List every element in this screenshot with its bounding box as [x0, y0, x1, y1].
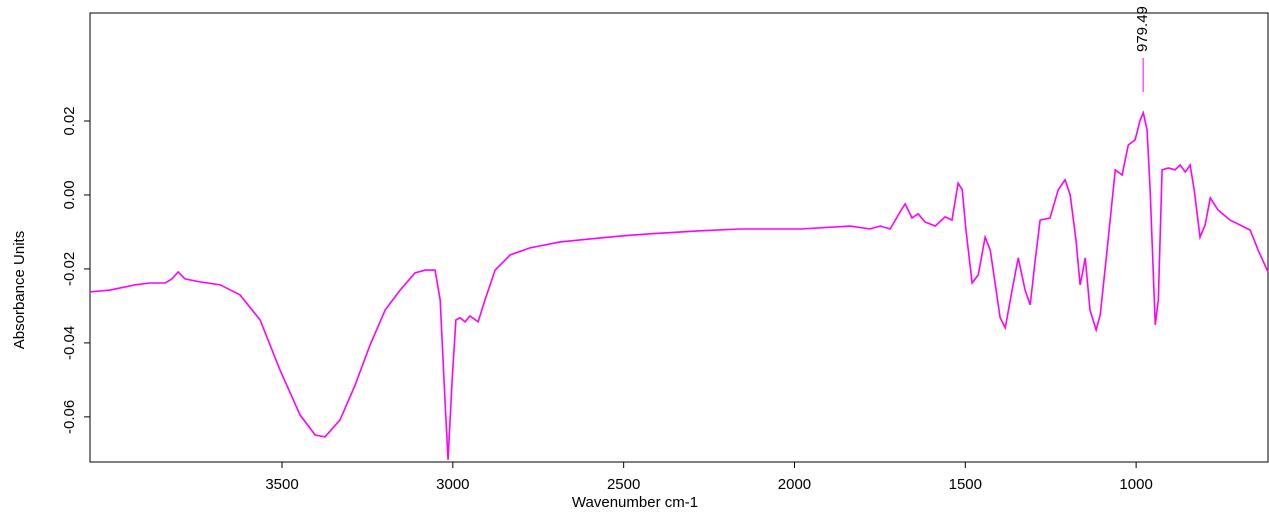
y-tick-label: 0.00	[61, 180, 78, 209]
x-tick-label: 1500	[949, 476, 982, 493]
y-tick-label: -0.06	[61, 400, 78, 434]
plot-frame	[90, 13, 1268, 462]
chart: Wavenumber cm-1 Absorbance Units 3500 300…	[0, 0, 1269, 514]
x-tick-label: 3500	[265, 476, 298, 493]
x-tick-label: 1000	[1119, 476, 1152, 493]
y-tick-label: 0.02	[61, 106, 78, 135]
annotation-label: 979.49	[1134, 6, 1151, 52]
x-axis-label: Wavenumber cm-1	[572, 494, 698, 511]
x-tick-label: 2000	[778, 476, 811, 493]
spectrum-line	[90, 113, 1268, 460]
y-axis-label: Absorbance Units	[11, 231, 28, 349]
x-tick-label: 2500	[607, 476, 640, 493]
x-tick-label: 3000	[436, 476, 469, 493]
y-tick-label: -0.02	[61, 252, 78, 286]
y-tick-label: -0.04	[61, 326, 78, 360]
